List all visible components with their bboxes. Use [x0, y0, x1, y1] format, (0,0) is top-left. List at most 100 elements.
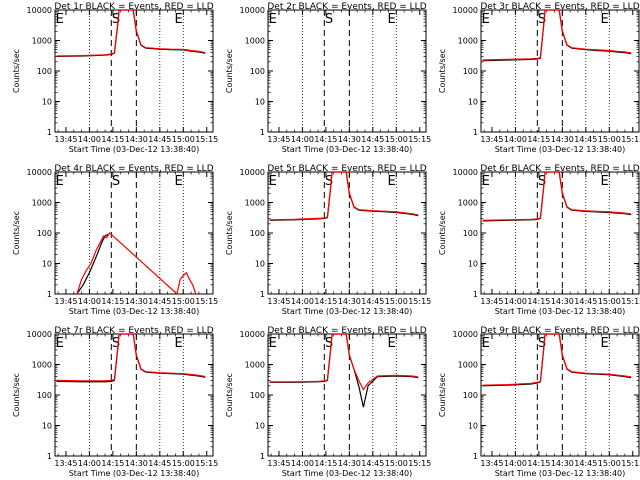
y-tick-label: 10000 [27, 168, 52, 177]
y-tick-label: 10 [255, 260, 265, 269]
x-tick-label: 14:45 [574, 459, 597, 468]
x-tick-label: 14:00 [78, 135, 101, 144]
plot-frame [267, 9, 427, 133]
x-tick-label: 14:30 [551, 135, 574, 144]
x-tick-label: 14:00 [291, 297, 314, 306]
plot-frame [480, 333, 640, 457]
x-tick-label: 15:00 [172, 135, 195, 144]
x-tick-label: 15:15 [621, 459, 640, 468]
x-tick-label: 14:15 [314, 135, 337, 144]
plot-frame [480, 171, 640, 295]
x-tick-label: 14:45 [361, 135, 384, 144]
panel-title: Det 1r BLACK = Events, RED = LLD [54, 2, 213, 12]
y-axis-label: Counts/sec [438, 373, 447, 417]
x-axis-label: Start Time (03-Dec-12 13:38:40) [282, 145, 413, 154]
x-tick-label: 14:00 [504, 135, 527, 144]
x-tick-label: 14:15 [314, 459, 337, 468]
detector-panel: Det 8r BLACK = Events, RED = LLD 1 10 100 10… [225, 326, 431, 478]
x-tick-label: 14:00 [78, 459, 101, 468]
y-tick-label: 100 [250, 67, 265, 76]
x-tick-label: 13:45 [480, 297, 503, 306]
y-tick-label: 1 [260, 290, 265, 299]
series-line [269, 172, 419, 221]
x-tick-label: 14:45 [361, 297, 384, 306]
x-tick-label: 14:30 [125, 135, 148, 144]
series-group [76, 232, 197, 294]
segment-marker-label: E [387, 12, 395, 27]
segment-marker-label: E [269, 12, 277, 27]
segment-marker-label: E [269, 174, 277, 189]
plot-frame [54, 333, 214, 457]
x-tick-label: 13:45 [54, 297, 77, 306]
y-tick-label: 100 [463, 229, 478, 238]
segment-marker-label: E [174, 174, 182, 189]
x-axis-label: Start Time (03-Dec-12 13:38:40) [495, 307, 626, 316]
y-axis-label: Counts/sec [225, 211, 234, 255]
series-group [269, 172, 419, 221]
y-tick-label: 10 [255, 422, 265, 431]
segment-marker-label: E [269, 336, 277, 351]
segment-marker-label: E [174, 12, 182, 27]
y-axis-label: Counts/sec [12, 49, 21, 93]
x-tick-label: 14:00 [291, 135, 314, 144]
x-axis-label: Start Time (03-Dec-12 13:38:40) [69, 307, 200, 316]
x-tick-label: 15:15 [195, 135, 218, 144]
x-tick-label: 13:45 [267, 135, 290, 144]
detector-panel: Det 6r BLACK = Events, RED = LLD 1 10 100 10… [438, 164, 640, 316]
y-tick-label: 10000 [453, 168, 478, 177]
panel-title: Det 9r BLACK = Events, RED = LLD [480, 326, 639, 336]
y-tick-label: 1000 [458, 37, 478, 46]
y-tick-label: 1 [260, 128, 265, 137]
y-tick-label: 10 [42, 260, 52, 269]
x-tick-label: 15:15 [195, 459, 218, 468]
y-tick-label: 100 [37, 67, 52, 76]
detector-panel: Det 3r BLACK = Events, RED = LLD 1 10 100 10… [438, 2, 640, 154]
segment-marker-label: E [482, 336, 490, 351]
series-group [56, 334, 206, 383]
y-tick-label: 1 [473, 290, 478, 299]
x-tick-label: 14:30 [338, 297, 361, 306]
series-group [269, 334, 419, 408]
plot-frame [54, 171, 214, 295]
panel-title: Det 7r BLACK = Events, RED = LLD [54, 326, 213, 336]
series-line [482, 172, 632, 221]
series-line [56, 10, 206, 57]
x-tick-label: 15:00 [598, 297, 621, 306]
y-axis-label: Counts/sec [225, 49, 234, 93]
x-tick-label: 14:00 [504, 297, 527, 306]
x-tick-label: 14:45 [361, 459, 384, 468]
y-tick-label: 1000 [245, 361, 265, 370]
plot-frame [54, 9, 214, 133]
y-tick-label: 10000 [240, 168, 265, 177]
y-tick-label: 1 [47, 128, 52, 137]
y-tick-label: 10 [468, 260, 478, 269]
y-tick-label: 100 [463, 67, 478, 76]
x-tick-label: 15:00 [598, 135, 621, 144]
series-group [482, 334, 632, 387]
y-tick-label: 1 [473, 128, 478, 137]
x-axis-label: Start Time (03-Dec-12 13:38:40) [282, 307, 413, 316]
segment-marker-label: E [387, 336, 395, 351]
y-tick-label: 1000 [245, 199, 265, 208]
x-tick-label: 15:00 [172, 297, 195, 306]
segment-marker-label: S [112, 174, 120, 189]
x-tick-label: 14:45 [148, 135, 171, 144]
x-tick-label: 14:30 [125, 459, 148, 468]
segment-marker-label: S [325, 12, 333, 27]
y-tick-label: 1000 [32, 361, 52, 370]
segment-marker-label: E [482, 174, 490, 189]
panel-title: Det 5r BLACK = Events, RED = LLD [267, 164, 426, 174]
x-axis-label: Start Time (03-Dec-12 13:38:40) [69, 145, 200, 154]
y-axis-label: Counts/sec [12, 211, 21, 255]
x-axis-label: Start Time (03-Dec-12 13:38:40) [495, 145, 626, 154]
panel-title: Det 2r BLACK = Events, RED = LLD [267, 2, 426, 12]
x-tick-label: 14:15 [527, 135, 550, 144]
y-tick-label: 10000 [27, 330, 52, 339]
segment-marker-label: E [600, 12, 608, 27]
segment-marker-label: E [56, 174, 64, 189]
x-tick-label: 13:45 [480, 135, 503, 144]
x-tick-label: 15:15 [195, 297, 218, 306]
x-tick-label: 15:15 [621, 135, 640, 144]
x-axis-label: Start Time (03-Dec-12 13:38:40) [495, 469, 626, 478]
x-tick-label: 14:30 [338, 459, 361, 468]
